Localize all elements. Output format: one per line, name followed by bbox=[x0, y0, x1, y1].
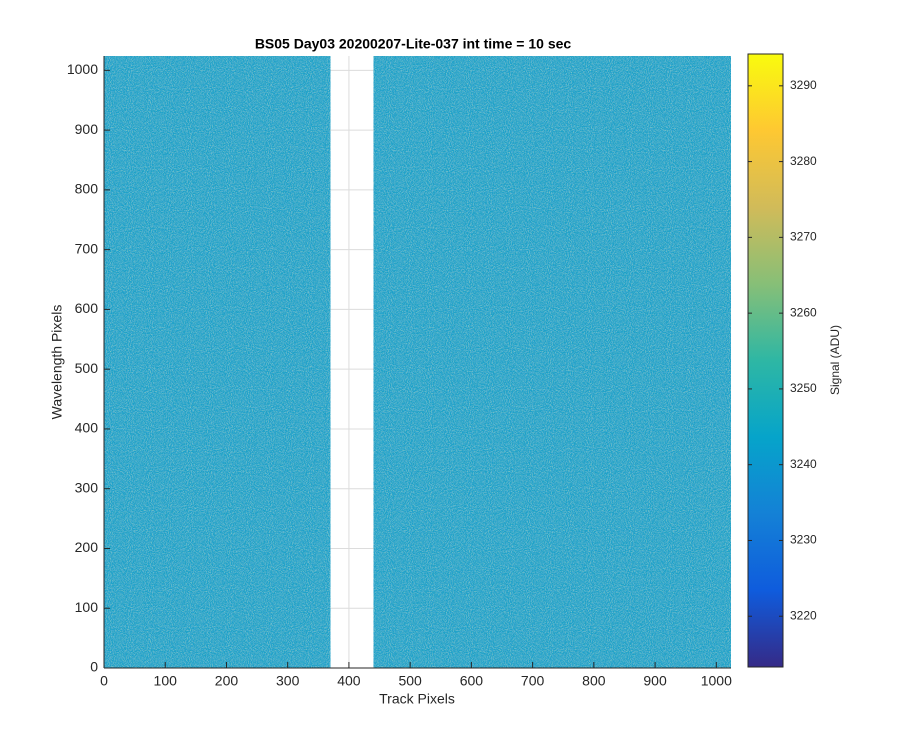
x-tick-label: 600 bbox=[460, 673, 484, 689]
chart-title: BS05 Day03 20200207-Lite-037 int time = … bbox=[255, 36, 572, 52]
x-tick-label: 500 bbox=[398, 673, 422, 689]
colorbar-tick-label: 3270 bbox=[790, 230, 817, 244]
x-tick-label: 100 bbox=[154, 673, 178, 689]
y-axis-label: Wavelength Pixels bbox=[49, 305, 65, 420]
x-tick-label: 200 bbox=[215, 673, 239, 689]
y-tick-label: 500 bbox=[75, 360, 99, 376]
colorbar-label: Signal (ADU) bbox=[828, 325, 842, 395]
x-tick-label: 300 bbox=[276, 673, 300, 689]
image-region bbox=[373, 56, 731, 668]
colorbar-tick-label: 3250 bbox=[790, 381, 817, 395]
colorbar-tick-label: 3230 bbox=[790, 533, 817, 547]
image-region bbox=[104, 56, 331, 668]
y-tick-label: 400 bbox=[75, 420, 99, 436]
image bbox=[104, 56, 731, 668]
y-tick-label: 100 bbox=[75, 599, 99, 615]
y-tick-label: 600 bbox=[75, 300, 99, 316]
y-tick-label: 900 bbox=[75, 121, 99, 137]
y-tick-label: 700 bbox=[75, 240, 99, 256]
colorbar-tick-label: 3240 bbox=[790, 457, 817, 471]
x-tick-label: 700 bbox=[521, 673, 545, 689]
y-tick-label: 0 bbox=[90, 659, 98, 675]
x-tick-label: 1000 bbox=[701, 673, 732, 689]
x-tick-label: 400 bbox=[337, 673, 361, 689]
colorbar-tick-label: 3290 bbox=[790, 78, 817, 92]
colorbar-tick-label: 3260 bbox=[790, 305, 817, 319]
y-tick-label: 1000 bbox=[67, 61, 98, 77]
x-tick-label: 0 bbox=[100, 673, 108, 689]
colorbar bbox=[747, 53, 784, 668]
axes: 0 100 200 300 400 500 600 700 800 900 1000 0 100 200 3… bbox=[67, 53, 817, 689]
y-tick-label: 800 bbox=[75, 181, 99, 197]
x-tick-label: 900 bbox=[643, 673, 667, 689]
y-tick-label: 300 bbox=[75, 479, 99, 495]
x-tick-label: 800 bbox=[582, 673, 606, 689]
x-axis-label: Track Pixels bbox=[379, 691, 455, 707]
colorbar-tick-label: 3280 bbox=[790, 154, 817, 168]
colorbar-tick-label: 3220 bbox=[790, 608, 817, 622]
y-tick-label: 200 bbox=[75, 539, 99, 555]
